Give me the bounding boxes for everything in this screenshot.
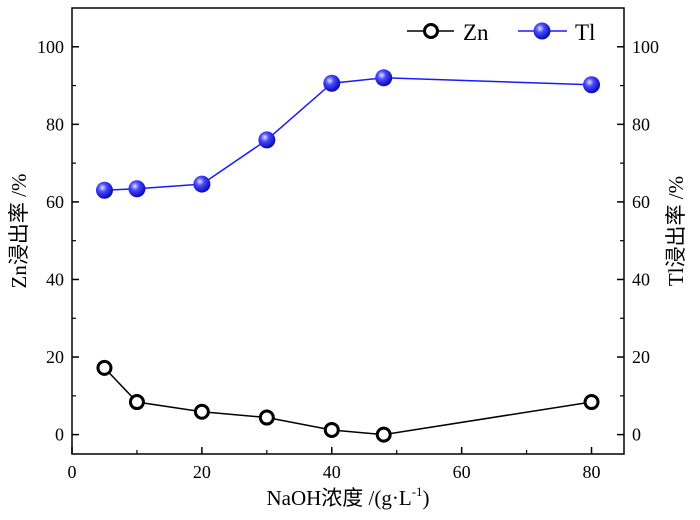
plot-frame	[71, 7, 625, 455]
y-tick-label-left: 100	[37, 37, 64, 57]
data-point	[128, 394, 145, 411]
y-tick-label-right: 0	[632, 425, 641, 445]
data-point	[323, 421, 340, 438]
series-zn	[96, 359, 600, 443]
legend-zn-label: Zn	[463, 20, 489, 45]
data-point	[375, 69, 393, 87]
y-tick-label-right: 40	[632, 269, 650, 289]
data-point	[258, 409, 275, 426]
y-axis-right: 0 20 40 60 80 100	[617, 37, 659, 445]
x-tick-label: 80	[583, 462, 601, 482]
data-point	[323, 74, 341, 92]
y-axis-right-title: Tl浸出率 /%	[664, 176, 688, 286]
y-axis-left: 0 20 40 60 80 100	[37, 37, 79, 445]
y-tick-label-left: 60	[46, 192, 64, 212]
y-tick-label-left: 0	[55, 425, 64, 445]
x-tick-label: 20	[193, 462, 211, 482]
y-axis-left-title: Zn浸出率 /%	[7, 174, 31, 289]
data-point	[375, 426, 392, 443]
data-point	[95, 181, 113, 199]
y-tick-label-left: 40	[46, 269, 64, 289]
data-point	[193, 403, 210, 420]
series-tl	[95, 69, 601, 199]
data-point	[128, 180, 146, 198]
series-line	[103, 367, 592, 436]
y-tick-label-left: 20	[46, 347, 64, 367]
data-point	[193, 175, 211, 193]
data-point	[96, 359, 113, 376]
y-tick-label-left: 80	[46, 114, 64, 134]
y-tick-label-right: 20	[632, 347, 650, 367]
data-point	[583, 76, 601, 94]
y-tick-label-right: 100	[632, 37, 659, 57]
x-tick-label: 60	[453, 462, 471, 482]
legend: Zn Tl	[407, 20, 595, 45]
x-tick-label: 0	[68, 462, 77, 482]
x-axis-title: NaOH浓度 /(g·L-1)	[266, 484, 429, 510]
x-tick-label: 40	[323, 462, 341, 482]
series-line	[104, 77, 592, 192]
data-point	[258, 131, 276, 149]
legend-tl-marker	[533, 22, 551, 40]
legend-tl-label: Tl	[575, 20, 595, 45]
legend-zn-marker	[423, 23, 439, 39]
x-axis: 0 20 40 60 80	[68, 447, 601, 482]
y-tick-label-right: 60	[632, 192, 650, 212]
data-point	[583, 394, 600, 411]
y-tick-label-right: 80	[632, 114, 650, 134]
